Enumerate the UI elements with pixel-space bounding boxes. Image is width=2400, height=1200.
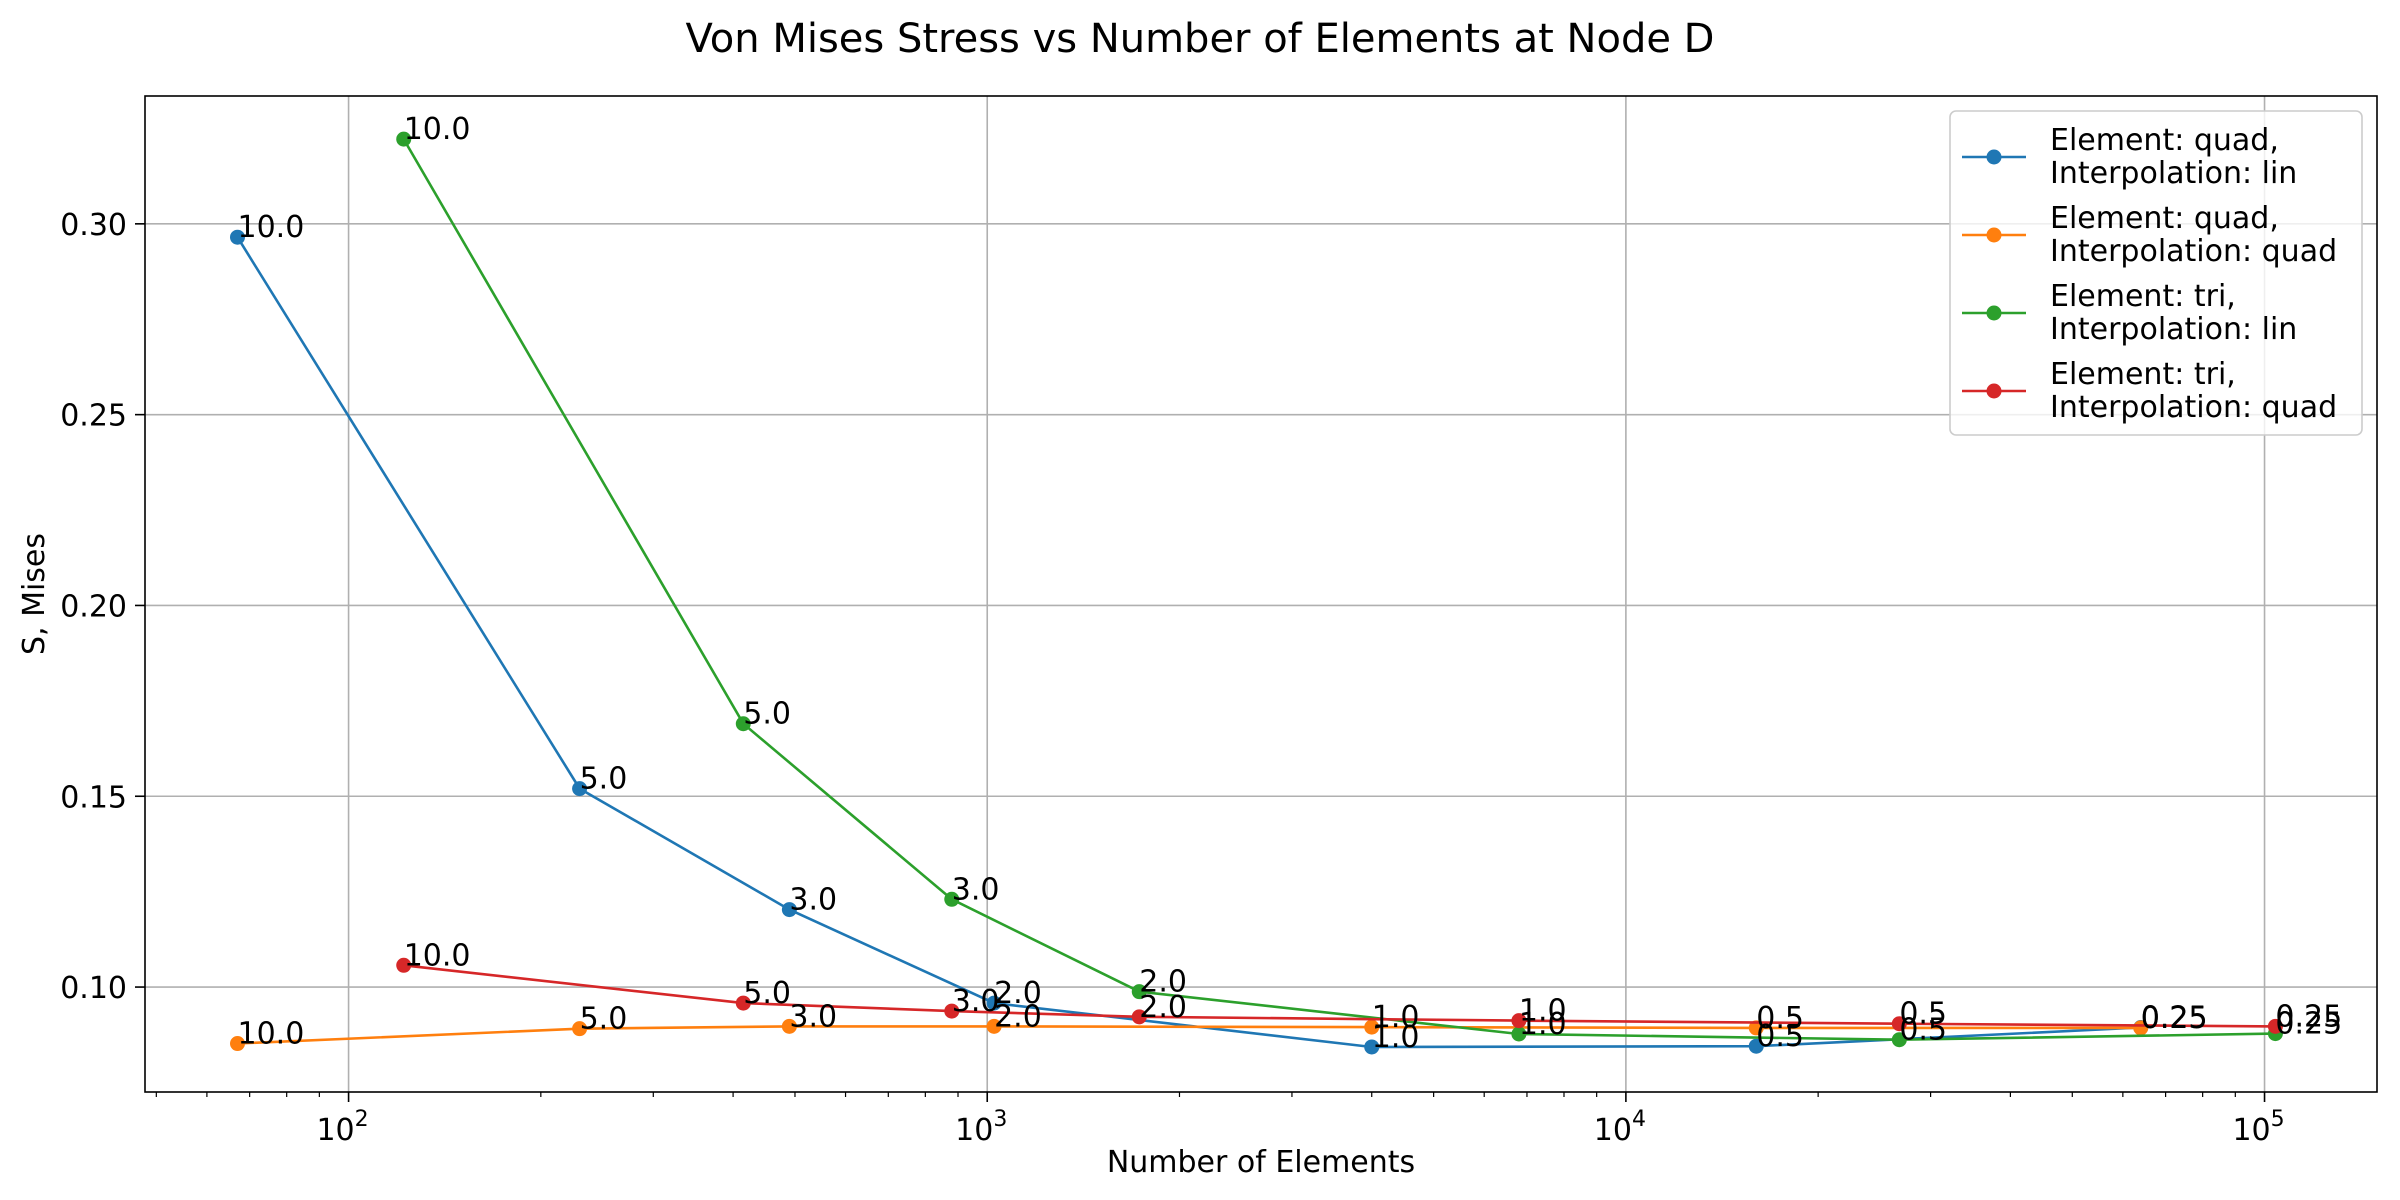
data-label: 3.0	[952, 984, 1000, 1019]
data-point	[1891, 1032, 1907, 1048]
x-tick-label: 102	[316, 1107, 368, 1148]
series-layer	[229, 131, 2283, 1055]
data-label: 0.25	[2141, 1001, 2208, 1036]
data-label: 10.0	[404, 112, 471, 147]
data-label: 2.0	[1139, 990, 1187, 1025]
data-label: 1.0	[1372, 1020, 1420, 1055]
data-point	[1511, 1013, 1527, 1029]
legend-marker	[1986, 383, 2002, 399]
legend-marker	[1986, 227, 2002, 243]
data-point	[396, 131, 412, 147]
series-3	[396, 957, 2283, 1034]
x-axis-label: Number of Elements	[1107, 1145, 1415, 1180]
data-point	[1364, 1019, 1380, 1035]
legend-label: Element: quad, Interpolation: quad	[2050, 201, 2337, 269]
data-label: 0.5	[1899, 1013, 1947, 1048]
data-label: 2.0	[994, 976, 1042, 1011]
series-2	[396, 131, 2283, 1048]
x-tick-label: 104	[1594, 1107, 1646, 1148]
data-label: 5.0	[743, 976, 791, 1011]
legend-item: Element: quad, Interpolation: quad	[1962, 201, 2337, 269]
data-label: 3.0	[789, 999, 837, 1034]
data-point	[572, 1021, 588, 1037]
legend-item: Element: tri, Interpolation: lin	[1962, 279, 2297, 347]
x-minor-ticks	[155, 1092, 2236, 1097]
legend-label: Element: tri, Interpolation: lin	[2050, 279, 2297, 347]
chart-title: Von Mises Stress vs Number of Elements a…	[686, 16, 1715, 62]
data-point	[1748, 1020, 1764, 1036]
legend-marker	[1986, 149, 2002, 165]
data-point	[572, 781, 588, 797]
data-label: 1.0	[1519, 1007, 1567, 1042]
data-label: 0.5	[1756, 1001, 1804, 1036]
data-point	[1748, 1038, 1764, 1054]
data-label: 0.25	[2275, 1007, 2342, 1042]
legend-label: Element: quad, Interpolation: lin	[2050, 123, 2297, 191]
data-label: 5.0	[743, 697, 791, 732]
data-point	[944, 891, 960, 907]
data-point	[396, 957, 412, 973]
x-tick-label: 105	[2232, 1107, 2284, 1148]
data-label: 5.0	[580, 1002, 628, 1037]
legend: Element: quad, Interpolation: lin Element:…	[1949, 110, 2363, 436]
data-label: 0.5	[1756, 1019, 1804, 1054]
y-axis-ticks: 0.10 0.15 0.20 0.25 0.30	[60, 208, 145, 1006]
data-point	[1891, 1016, 1907, 1032]
y-tick-label: 0.25	[60, 399, 127, 434]
data-point	[781, 1018, 797, 1034]
y-tick-label: 0.20	[60, 589, 127, 624]
data-label: 0.25	[2275, 999, 2342, 1034]
data-point	[2267, 1018, 2283, 1034]
legend-label: Element: tri, Interpolation: quad	[2050, 357, 2337, 425]
data-label: 2.0	[994, 999, 1042, 1034]
data-label: 10.0	[237, 1017, 304, 1052]
legend-item: Element: quad, Interpolation: lin	[1962, 123, 2297, 191]
data-label: 1.0	[1519, 994, 1567, 1029]
x-axis-ticks: 102 103 104 105	[316, 1092, 2285, 1148]
data-point	[735, 716, 751, 732]
data-point	[1131, 1009, 1147, 1025]
plot-frame	[144, 95, 2378, 1093]
y-tick-label: 0.30	[60, 208, 127, 243]
data-point	[986, 995, 1002, 1011]
legend-item: Element: tri, Interpolation: quad	[1962, 357, 2337, 425]
data-point	[1511, 1026, 1527, 1042]
data-label: 2.0	[1139, 965, 1187, 1000]
data-point	[1364, 1039, 1380, 1055]
data-point	[781, 902, 797, 918]
legend-box	[1949, 110, 2363, 436]
data-point	[735, 995, 751, 1011]
data-label: 5.0	[580, 762, 628, 797]
data-point	[986, 1018, 1002, 1034]
data-label: 1.0	[1372, 1000, 1420, 1035]
data-label: 3.0	[952, 872, 1000, 907]
data-label: 10.0	[404, 938, 471, 973]
data-label: 0.5	[1899, 997, 1947, 1032]
y-tick-label: 0.10	[60, 971, 127, 1006]
series-1	[229, 1018, 2149, 1052]
y-axis-label: S, Mises	[17, 533, 52, 655]
data-point	[229, 1036, 245, 1052]
legend-marker	[1986, 305, 2002, 321]
data-point	[229, 229, 245, 245]
data-point	[1131, 984, 1147, 1000]
data-label: 3.0	[789, 883, 837, 918]
data-label: 0.25	[2141, 1001, 2208, 1036]
data-point	[944, 1003, 960, 1019]
data-label: 10.0	[237, 210, 304, 245]
x-tick-label: 103	[955, 1107, 1007, 1148]
y-tick-label: 0.15	[60, 780, 127, 815]
